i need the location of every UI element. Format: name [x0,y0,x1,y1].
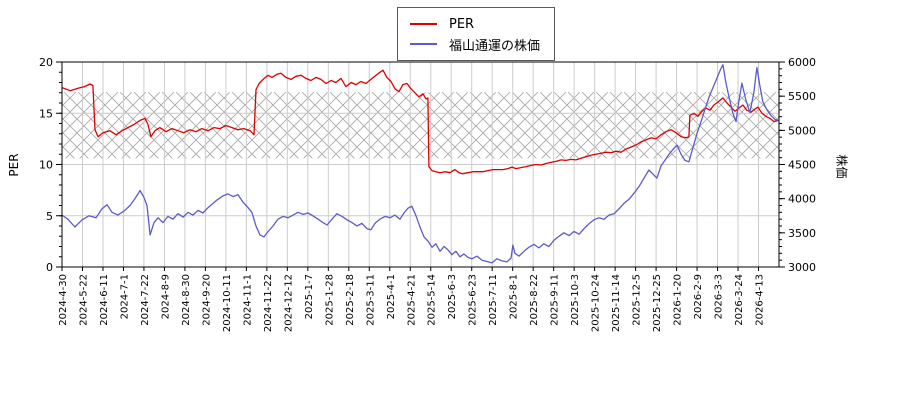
svg-text:2025-12-5: 2025-12-5 [632,274,643,326]
svg-text:2024-4-30: 2024-4-30 [58,274,69,326]
legend-label-stock-price: 福山通運の株価 [449,38,541,54]
svg-text:0: 0 [46,261,53,274]
svg-text:2024-11-22: 2024-11-22 [263,274,274,332]
svg-text:15: 15 [39,107,53,120]
svg-text:2024-11-1: 2024-11-1 [242,274,253,326]
svg-text:2024-8-9: 2024-8-9 [160,274,171,319]
svg-text:2025-5-14: 2025-5-14 [427,274,438,326]
axis-ticks-and-labels: 0 5 10 15 20 3000 3500 4000 4500 5000 5500 6000 2024… [39,56,816,332]
left-axis-title: PER [7,153,21,177]
svg-text:2025-2-18: 2025-2-18 [345,274,356,326]
chart-legend: PER 福山通運の株価 [397,7,556,61]
svg-text:2024-12-12: 2024-12-12 [283,274,294,332]
svg-text:2025-6-3: 2025-6-3 [447,274,458,319]
svg-text:2026-3-24: 2026-3-24 [734,274,745,326]
svg-text:5000: 5000 [788,124,816,137]
svg-text:2025-10-3: 2025-10-3 [570,274,581,326]
svg-text:6000: 6000 [788,56,816,69]
svg-text:2024-10-11: 2024-10-11 [222,274,233,332]
svg-text:2024-7-22: 2024-7-22 [140,274,151,326]
svg-text:2025-1-7: 2025-1-7 [304,274,315,319]
svg-text:2024-7-1: 2024-7-1 [119,274,130,319]
svg-text:10: 10 [39,159,53,172]
svg-text:2025-3-11: 2025-3-11 [365,274,376,326]
svg-text:2025-8-1: 2025-8-1 [509,274,520,319]
svg-text:2026-1-20: 2026-1-20 [673,274,684,326]
svg-text:2026-4-13: 2026-4-13 [755,274,766,326]
right-axis-title: 株価 [834,154,849,179]
series-line-per [61,69,780,175]
svg-text:2025-11-14: 2025-11-14 [611,274,622,332]
per-line-swatch-icon [410,23,437,25]
svg-text:2026-3-3: 2026-3-3 [714,274,725,319]
svg-text:2025-12-25: 2025-12-25 [652,274,663,332]
svg-text:3500: 3500 [788,227,816,240]
svg-text:2026-2-9: 2026-2-9 [693,274,704,319]
svg-text:2024-9-20: 2024-9-20 [201,274,212,326]
svg-text:2025-4-21: 2025-4-21 [406,274,417,326]
legend-item-stock-price: 福山通運の株価 [410,34,540,54]
svg-text:2025-1-28: 2025-1-28 [324,274,335,326]
svg-text:5500: 5500 [788,90,816,103]
per-range-band [62,92,779,159]
svg-text:2025-7-11: 2025-7-11 [488,274,499,326]
svg-text:2024-5-22: 2024-5-22 [78,274,89,326]
svg-text:4500: 4500 [788,159,816,172]
legend-label-per: PER [449,16,475,32]
svg-text:5: 5 [46,210,53,223]
stock-line-swatch-icon [410,43,437,45]
svg-text:2024-8-30: 2024-8-30 [181,274,192,326]
svg-text:2025-9-11: 2025-9-11 [550,274,561,326]
gridlines [62,62,779,267]
svg-text:4000: 4000 [788,193,816,206]
legend-item-per: PER [410,14,540,34]
svg-text:2024-6-11: 2024-6-11 [99,274,110,326]
svg-text:20: 20 [39,56,53,69]
svg-text:2025-10-24: 2025-10-24 [591,274,602,332]
svg-text:3000: 3000 [788,261,816,274]
svg-text:2025-6-23: 2025-6-23 [468,274,479,326]
svg-text:2025-8-22: 2025-8-22 [529,274,540,326]
svg-text:2025-4-1: 2025-4-1 [386,274,397,319]
series-line-stock-price [61,64,780,264]
